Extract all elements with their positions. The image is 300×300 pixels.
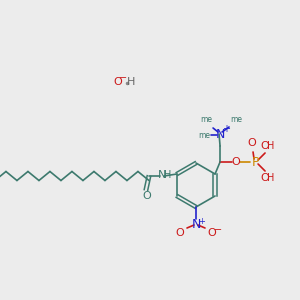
Text: O: O [232,157,240,167]
Text: O: O [176,228,184,238]
Text: O: O [261,173,269,183]
Text: me: me [200,115,212,124]
Text: P: P [251,155,259,169]
Text: O: O [261,141,269,151]
Text: N: N [215,128,225,140]
Text: N: N [191,218,201,230]
Text: +: + [199,217,206,226]
Text: N: N [158,170,166,180]
Text: H: H [267,141,275,151]
Text: +: + [222,124,230,134]
Text: me: me [230,115,242,124]
Text: O: O [248,138,256,148]
Text: O: O [142,191,151,201]
Text: H: H [267,173,275,183]
Text: −: − [214,225,222,235]
Text: me: me [198,131,210,140]
Text: O: O [208,228,216,238]
Text: H: H [164,170,172,180]
Text: −: − [119,73,127,83]
Text: H: H [127,77,135,87]
Text: O: O [114,77,122,87]
